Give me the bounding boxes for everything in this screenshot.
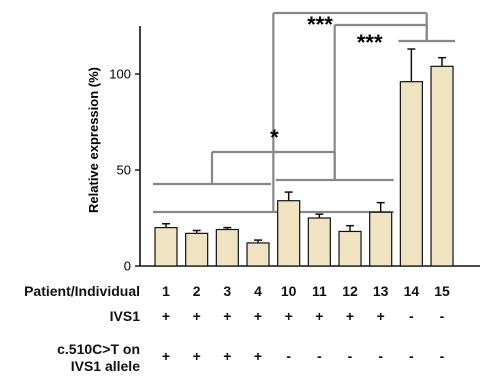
- ivs1-cell: -: [439, 308, 445, 324]
- bar: [215, 228, 239, 267]
- x-tick-label: 14: [403, 283, 420, 299]
- x-tick-label: 1: [162, 283, 170, 299]
- ivs1-row-label: IVS1: [109, 308, 140, 324]
- x-tick-label: 3: [223, 283, 232, 299]
- ivs1-cell: +: [376, 308, 385, 324]
- significance-label: ***: [357, 30, 383, 55]
- c510-cell: -: [409, 348, 414, 364]
- c510-row-label-line1: c.510C>T on: [57, 341, 140, 357]
- bar: [277, 200, 301, 267]
- bar: [430, 65, 454, 267]
- ivs1-cell: +: [161, 308, 171, 324]
- x-tick-label: 4: [254, 283, 262, 299]
- y-tick-label: 0: [124, 259, 131, 274]
- significance-label: ***: [307, 12, 333, 37]
- ivs1-cell: +: [223, 308, 232, 324]
- c510-cell: +: [161, 348, 171, 364]
- ivs1-cell: +: [192, 308, 201, 324]
- c510-cell: +: [253, 348, 263, 364]
- x-tick-label: 11: [311, 283, 327, 299]
- ivs1-cell: +: [284, 308, 293, 324]
- x-tick-label: 10: [280, 283, 297, 299]
- y-axis-label: Relative expression (%): [86, 67, 101, 213]
- c510-row-label-line2: IVS1 allele: [70, 358, 140, 374]
- significance-label: *: [270, 125, 279, 150]
- bar: [307, 217, 331, 267]
- x-tick-label: 12: [342, 283, 358, 299]
- c510-cell: +: [223, 348, 232, 364]
- x-tick-label: 13: [372, 283, 389, 299]
- ivs1-cell: +: [345, 308, 355, 324]
- x-tick-label: 2: [192, 283, 201, 299]
- bars: [154, 48, 454, 267]
- x-tick-label: 15: [434, 283, 450, 299]
- bar: [369, 211, 393, 267]
- y-tick-label: 50: [117, 163, 131, 178]
- bar: [246, 242, 270, 267]
- bar: [338, 230, 362, 267]
- ivs1-cell: -: [409, 308, 414, 324]
- ivs1-cell: +: [253, 308, 263, 324]
- significance-brackets: *******: [153, 11, 456, 214]
- c510-cell: -: [286, 348, 291, 364]
- c510-cell: -: [439, 348, 445, 364]
- c510-cell: +: [192, 348, 201, 364]
- ivs1-cell: +: [315, 308, 324, 324]
- c510-cell: -: [317, 348, 322, 364]
- c510-cell: -: [347, 348, 353, 364]
- c510-cell: -: [378, 348, 384, 364]
- bar: [154, 227, 178, 267]
- bar: [399, 81, 423, 267]
- patient-individual-label: Patient/Individual: [24, 283, 140, 299]
- y-tick-label: 100: [109, 67, 131, 82]
- bar: [185, 232, 209, 267]
